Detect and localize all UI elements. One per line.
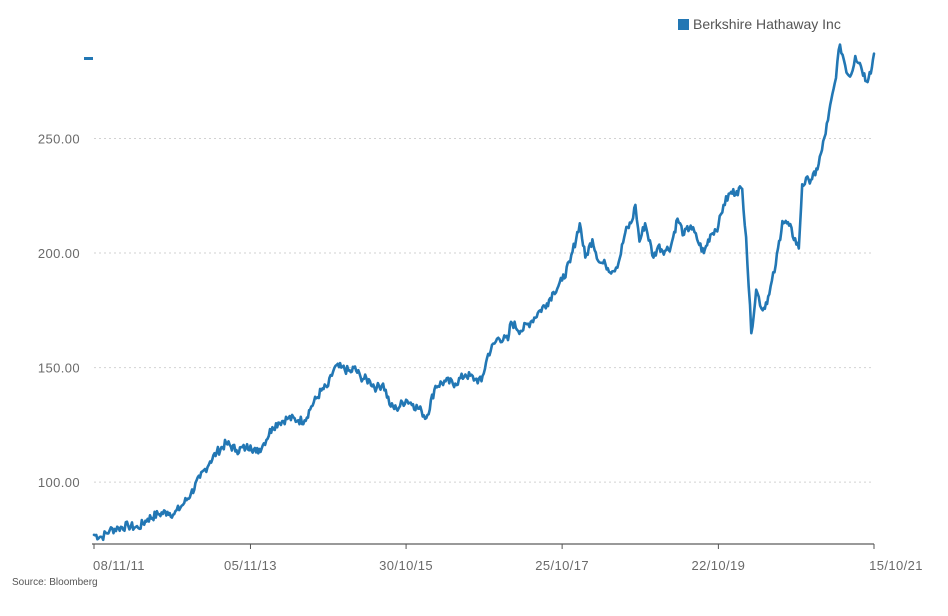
axis-marker xyxy=(84,57,93,60)
series-line-berkshire-hathaway xyxy=(92,43,876,542)
source-note: Source: Bloomberg xyxy=(12,577,98,588)
x-tick-label: 25/10/17 xyxy=(535,558,589,573)
y-tick-label: 150.00 xyxy=(38,361,80,376)
legend-swatch xyxy=(678,18,689,30)
x-tick-label: 15/10/21 xyxy=(869,558,923,573)
legend-label: Berkshire Hathaway Inc xyxy=(693,16,841,32)
legend: Berkshire Hathaway Inc xyxy=(678,16,841,32)
x-tick-label: 22/10/19 xyxy=(691,558,745,573)
x-tick-label: 05/11/13 xyxy=(224,558,277,573)
y-axis-ticks: 100.00 150.00 200.00 250.00 xyxy=(38,132,80,491)
y-tick-label: 200.00 xyxy=(38,246,80,261)
series-layer xyxy=(92,43,876,542)
gridlines xyxy=(94,138,874,483)
x-tick-label: 30/10/15 xyxy=(379,558,433,573)
y-tick-label: 100.00 xyxy=(38,475,80,490)
y-tick-label: 250.00 xyxy=(38,132,80,147)
x-tick-label: 08/11/11 xyxy=(93,558,145,573)
x-axis-ticks: 08/11/11 05/11/13 30/10/15 25/10/17 22/10/19… xyxy=(93,544,923,573)
